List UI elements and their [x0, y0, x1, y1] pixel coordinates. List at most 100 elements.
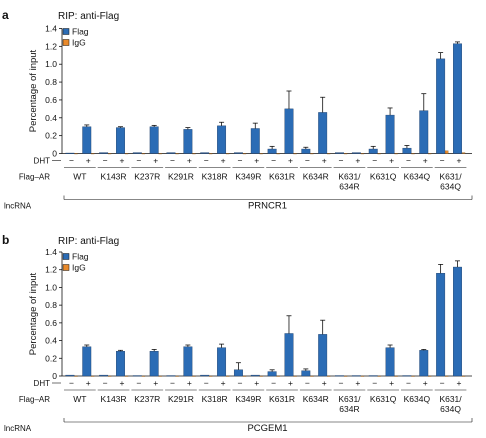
lncrna-name: PRNCR1	[248, 201, 287, 212]
dht-sign: +	[389, 156, 394, 166]
dht-sign: −	[271, 156, 276, 166]
bar-flag	[436, 273, 446, 377]
mutant-label: K318R	[202, 394, 228, 404]
panel-title: RIP: anti-Flag	[58, 11, 119, 22]
bar-flag	[419, 110, 429, 154]
y-tick-label: 1.4	[45, 24, 57, 34]
dht-sign: +	[187, 156, 192, 166]
dht-sign: −	[136, 156, 141, 166]
dht-sign: +	[355, 378, 360, 388]
bar-flag	[116, 127, 125, 154]
bar-flag	[82, 346, 92, 377]
mutant-label: K237R	[134, 172, 160, 182]
bar-igg	[91, 153, 95, 155]
mutant-label: K631/	[439, 172, 462, 182]
bar-igg	[360, 153, 365, 155]
bar-igg	[124, 153, 129, 155]
y-tick-label: 0	[52, 371, 57, 381]
mutant-label: K318R	[202, 172, 228, 182]
bar-flag	[149, 351, 159, 377]
bar-igg	[242, 375, 247, 377]
bar-flag	[284, 333, 294, 377]
lncrna-name: PCGEM1	[247, 423, 287, 434]
bar-flag	[301, 148, 311, 154]
bar-igg	[428, 375, 432, 377]
bar-igg	[209, 153, 213, 155]
bar-igg	[343, 153, 348, 155]
dht-sign: +	[423, 156, 428, 166]
bar-flag	[436, 58, 446, 154]
dht-sign: −	[69, 156, 74, 166]
bar-flag	[82, 126, 92, 154]
dht-sign: −	[69, 378, 74, 388]
bar-igg	[343, 375, 348, 377]
row-label-lncrna: lncRNA	[4, 202, 32, 211]
panel-letter: b	[2, 233, 9, 247]
dht-sign: −	[305, 378, 310, 388]
bar-flag	[368, 148, 378, 154]
bar-flag	[250, 374, 260, 377]
bar-flag	[402, 147, 412, 154]
bar-igg	[259, 375, 263, 377]
dht-sign: −	[136, 378, 141, 388]
bar-igg	[445, 150, 449, 154]
bar-igg	[141, 153, 146, 155]
bar-igg	[175, 375, 179, 377]
bar-igg	[310, 375, 314, 377]
dht-sign: +	[355, 156, 360, 166]
dht-sign: −	[440, 378, 445, 388]
bar-igg	[276, 375, 280, 377]
dht-sign: −	[339, 378, 344, 388]
dht-sign: +	[86, 378, 91, 388]
mutant-label: K634R	[303, 394, 329, 404]
bar-igg	[175, 153, 179, 155]
dht-sign: +	[254, 378, 259, 388]
bar-flag	[351, 152, 361, 154]
bar-flag	[335, 375, 344, 377]
dht-sign: −	[372, 156, 377, 166]
y-tick-label: 0.4	[45, 113, 57, 123]
panel-title: RIP: anti-Flag	[58, 236, 119, 247]
mutant-label: K237R	[134, 394, 160, 404]
mutant-label: K631Q	[370, 172, 397, 182]
bar-flag	[233, 369, 243, 377]
legend-swatch-igg	[62, 264, 70, 271]
bar-flag	[116, 351, 125, 377]
bar-flag	[132, 152, 142, 154]
dht-sign: +	[389, 378, 394, 388]
bar-igg	[310, 153, 314, 155]
bar-igg	[293, 153, 297, 155]
bar-flag	[250, 128, 260, 154]
dht-sign: −	[103, 156, 108, 166]
y-tick-label: 1.2	[45, 41, 57, 51]
y-tick-label: 1.2	[45, 265, 57, 275]
mutant-label: K349R	[235, 394, 261, 404]
dht-sign: −	[170, 156, 175, 166]
bar-flag	[65, 374, 75, 377]
y-axis-label: Percentage of input	[28, 49, 39, 132]
bar-igg	[428, 153, 432, 155]
bar-flag	[183, 129, 193, 154]
mutant-label: K143R	[101, 172, 127, 182]
y-tick-label: 0.2	[45, 353, 57, 363]
bar-flag	[385, 347, 395, 377]
legend-swatch-igg	[62, 39, 70, 46]
y-axis-label: Percentage of input	[28, 272, 39, 355]
dht-sign: +	[254, 156, 259, 166]
mutant-label: K631/	[338, 394, 361, 404]
bar-igg	[158, 375, 162, 377]
bar-igg	[411, 153, 415, 155]
y-tick-label: 1.0	[45, 282, 57, 292]
dht-sign: −	[204, 378, 209, 388]
dht-sign: +	[423, 378, 428, 388]
bar-flag	[149, 126, 159, 154]
dht-sign: −	[237, 156, 242, 166]
dht-sign: −	[237, 378, 242, 388]
bar-flag	[183, 346, 193, 377]
dht-sign: −	[204, 156, 209, 166]
bar-igg	[461, 152, 466, 154]
